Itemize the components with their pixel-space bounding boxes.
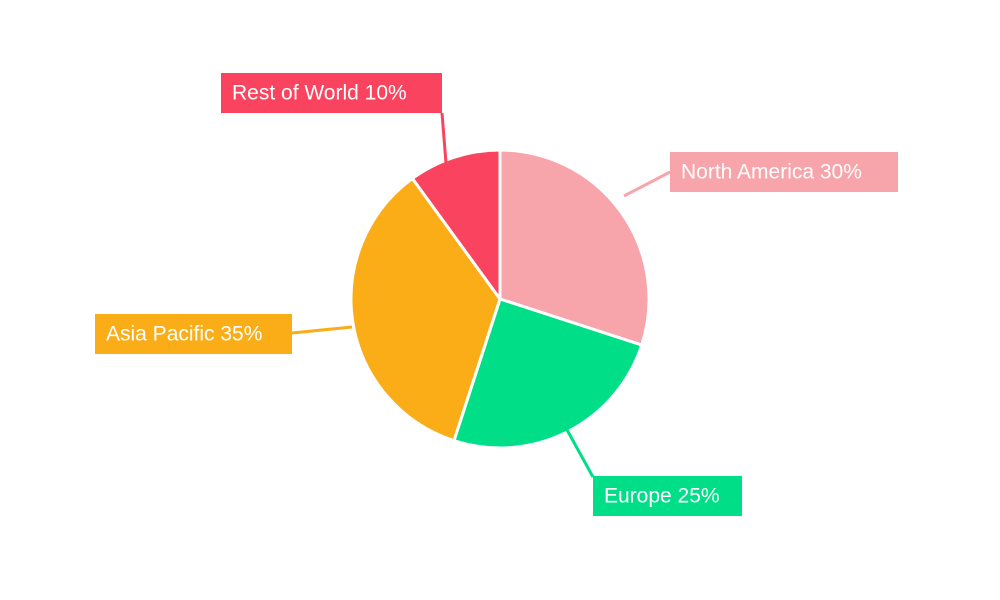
leader-line-asia-pacific	[291, 325, 353, 335]
leader-line-europe	[564, 427, 595, 478]
label-asia-pacific[interactable]: Asia Pacific 35%	[95, 314, 292, 354]
label-north-america[interactable]: North America 30%	[670, 152, 898, 192]
label-box-asia-pacific	[95, 314, 292, 354]
label-text-asia-pacific: Asia Pacific 35%	[106, 323, 262, 346]
label-text-rest-of-world: Rest of World 10%	[232, 82, 407, 105]
pie-slices-group	[349, 148, 651, 450]
label-box-europe	[593, 476, 742, 516]
label-text-europe: Europe 25%	[604, 485, 720, 508]
label-europe[interactable]: Europe 25%	[593, 476, 742, 516]
leader-lines-group	[291, 112, 671, 478]
label-rest-of-world[interactable]: Rest of World 10%	[221, 73, 442, 113]
pie-slice-north-america[interactable]	[498, 148, 651, 347]
label-box-north-america	[670, 152, 898, 192]
leader-line-rest-of-world	[440, 112, 448, 164]
leader-line-north-america	[623, 170, 671, 198]
pie-slice-asia-pacific[interactable]	[349, 176, 502, 443]
label-text-north-america: North America 30%	[681, 161, 862, 184]
pie-slice-rest-of-world[interactable]	[410, 148, 502, 301]
label-box-rest-of-world	[221, 73, 442, 113]
